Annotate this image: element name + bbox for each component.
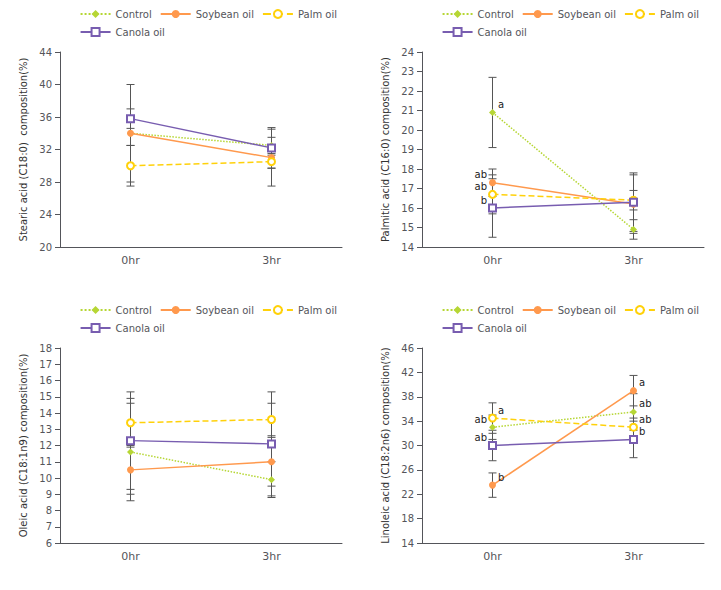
svg-text:28: 28 (39, 177, 52, 188)
svg-text:19: 19 (401, 144, 414, 155)
svg-text:24: 24 (39, 209, 52, 220)
svg-text:b: b (481, 195, 487, 206)
svg-text:15: 15 (39, 391, 52, 402)
svg-text:ab: ab (475, 169, 487, 180)
svg-text:22: 22 (401, 489, 414, 500)
svg-text:32: 32 (39, 144, 52, 155)
svg-text:40: 40 (39, 79, 52, 90)
svg-text:b: b (639, 426, 645, 437)
svg-text:8: 8 (46, 505, 52, 516)
svg-text:44: 44 (39, 47, 52, 58)
svg-text:12: 12 (39, 440, 52, 451)
svg-text:38: 38 (401, 391, 414, 402)
svg-text:Canola oil: Canola oil (116, 27, 165, 38)
svg-text:14: 14 (401, 242, 414, 253)
svg-text:3hr: 3hr (624, 254, 643, 267)
svg-text:14: 14 (39, 408, 52, 419)
svg-text:Control: Control (116, 305, 152, 316)
svg-text:Soybean oil: Soybean oil (196, 305, 254, 316)
svg-text:46: 46 (401, 343, 414, 354)
svg-text:Linoleic acid (C18:2n6) compos: Linoleic acid (C18:2n6) composition(%) (380, 347, 391, 544)
svg-text:b: b (498, 472, 504, 483)
svg-text:Control: Control (116, 9, 152, 20)
svg-text:3hr: 3hr (624, 550, 643, 563)
svg-text:0hr: 0hr (121, 550, 140, 563)
svg-text:9: 9 (46, 489, 52, 500)
svg-text:24: 24 (401, 47, 414, 58)
svg-text:Stearic acid (C18:0) composit: Stearic acid (C18:0) composition(%) (18, 57, 29, 241)
svg-text:7: 7 (46, 521, 52, 532)
svg-text:20: 20 (401, 125, 414, 136)
svg-text:a: a (498, 405, 504, 416)
svg-text:ab: ab (639, 398, 651, 409)
svg-text:18: 18 (401, 513, 414, 524)
svg-text:34: 34 (401, 416, 414, 427)
svg-text:Canola oil: Canola oil (478, 27, 527, 38)
svg-text:Palmitic acid (C16:0) composit: Palmitic acid (C16:0) composition(%) (380, 57, 391, 242)
svg-text:Control: Control (478, 9, 514, 20)
svg-text:Control: Control (478, 305, 514, 316)
svg-text:0hr: 0hr (483, 254, 502, 267)
svg-text:ab: ab (639, 414, 651, 425)
svg-text:36: 36 (39, 112, 52, 123)
svg-text:20: 20 (39, 242, 52, 253)
svg-text:21: 21 (401, 105, 414, 116)
svg-text:16: 16 (401, 203, 414, 214)
svg-text:22: 22 (401, 86, 414, 97)
svg-text:Palm oil: Palm oil (298, 305, 337, 316)
svg-text:3hr: 3hr (262, 550, 281, 563)
svg-text:ab: ab (475, 414, 487, 425)
svg-text:Soybean oil: Soybean oil (558, 9, 616, 20)
svg-text:16: 16 (39, 375, 52, 386)
svg-text:a: a (498, 99, 504, 110)
svg-text:3hr: 3hr (262, 254, 281, 267)
svg-text:a: a (639, 377, 645, 388)
svg-text:Palm oil: Palm oil (298, 9, 337, 20)
svg-text:11: 11 (39, 456, 52, 467)
svg-text:Soybean oil: Soybean oil (558, 305, 616, 316)
svg-text:30: 30 (401, 440, 414, 451)
svg-text:14: 14 (401, 538, 414, 549)
svg-text:17: 17 (401, 183, 414, 194)
svg-text:Palm oil: Palm oil (660, 9, 699, 20)
svg-text:18: 18 (39, 343, 52, 354)
svg-text:15: 15 (401, 222, 414, 233)
svg-text:17: 17 (39, 359, 52, 370)
svg-text:Canola oil: Canola oil (478, 323, 527, 334)
svg-text:0hr: 0hr (121, 254, 140, 267)
svg-text:42: 42 (401, 367, 414, 378)
svg-text:23: 23 (401, 66, 414, 77)
svg-text:18: 18 (401, 164, 414, 175)
svg-text:0hr: 0hr (483, 550, 502, 563)
svg-text:Palm oil: Palm oil (660, 305, 699, 316)
svg-text:26: 26 (401, 464, 414, 475)
svg-text:Canola oil: Canola oil (116, 323, 165, 334)
svg-text:10: 10 (39, 473, 52, 484)
svg-text:6: 6 (46, 538, 52, 549)
svg-text:Oleic acid (C18:1n9) compositi: Oleic acid (C18:1n9) composition(%) (18, 354, 29, 538)
svg-text:ab: ab (475, 181, 487, 192)
svg-text:ab: ab (475, 432, 487, 443)
svg-text:13: 13 (39, 424, 52, 435)
svg-text:Soybean oil: Soybean oil (196, 9, 254, 20)
